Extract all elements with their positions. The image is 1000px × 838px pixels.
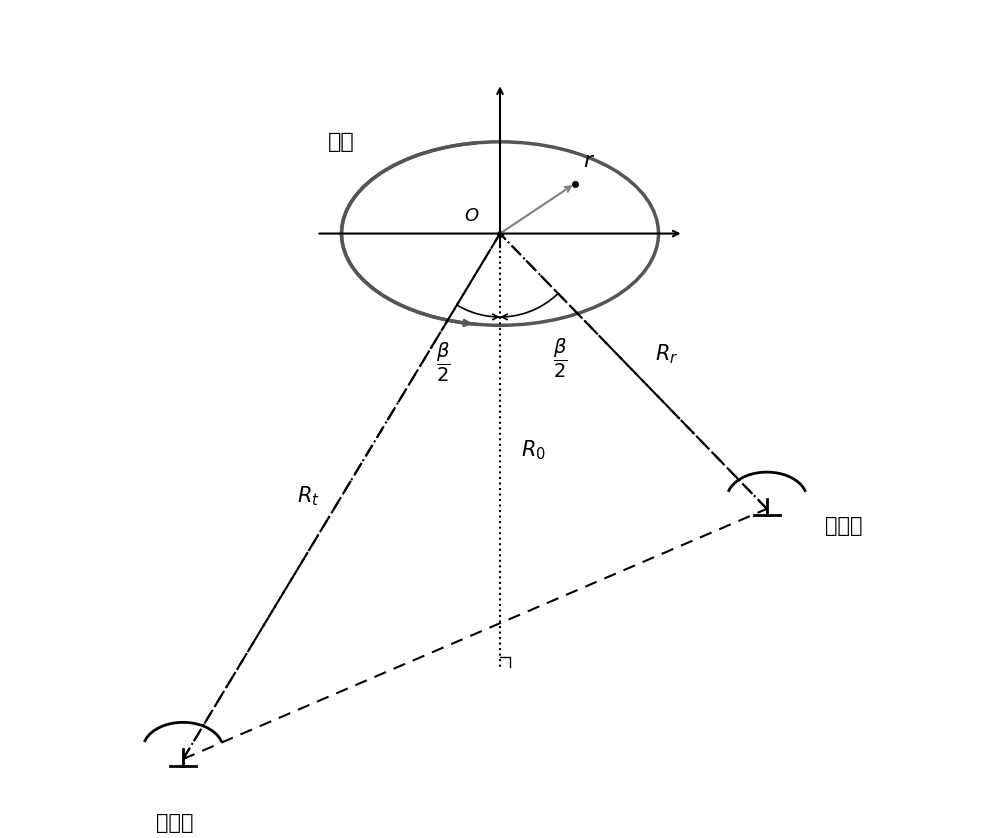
- Text: $R_r$: $R_r$: [655, 343, 678, 366]
- Text: 目标: 目标: [328, 132, 355, 152]
- Text: $O$: $O$: [464, 207, 479, 225]
- Text: 接收机: 接收机: [825, 515, 863, 535]
- Text: $R_t$: $R_t$: [297, 484, 319, 508]
- Text: 发射机: 发射机: [156, 813, 193, 833]
- Text: $\dfrac{\beta}{2}$: $\dfrac{\beta}{2}$: [436, 341, 451, 385]
- Text: $\dfrac{\beta}{2}$: $\dfrac{\beta}{2}$: [553, 337, 568, 380]
- Text: $r$: $r$: [583, 151, 596, 171]
- Text: $R_0$: $R_0$: [521, 438, 546, 463]
